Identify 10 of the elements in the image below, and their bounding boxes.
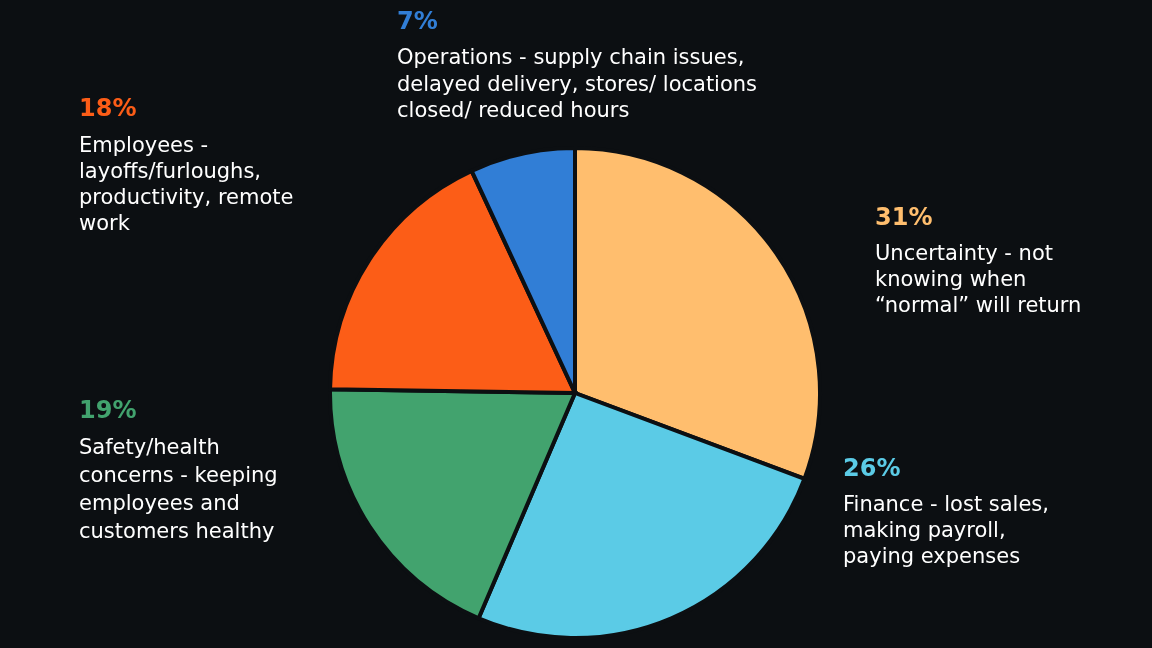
slice-label: Finance - lost sales, making payroll, paying expenses	[843, 492, 1049, 568]
data-label: 19%	[79, 396, 137, 424]
slice-label: Uncertainty - not knowing when “normal” will return	[875, 241, 1082, 317]
slice-label: Safety/health concerns - keeping employees and customers healthy	[79, 435, 278, 543]
slice-label: Employees - layoffs/furloughs, productivity, remote work	[79, 133, 294, 235]
data-label: 7%	[397, 7, 438, 35]
data-label: 31%	[875, 203, 933, 231]
data-label: 26%	[843, 454, 901, 482]
slice-label: Operations - supply chain issues, delayed delivery, stores/ locations closed/ reduced hours	[397, 45, 758, 122]
data-label: 18%	[79, 94, 137, 122]
